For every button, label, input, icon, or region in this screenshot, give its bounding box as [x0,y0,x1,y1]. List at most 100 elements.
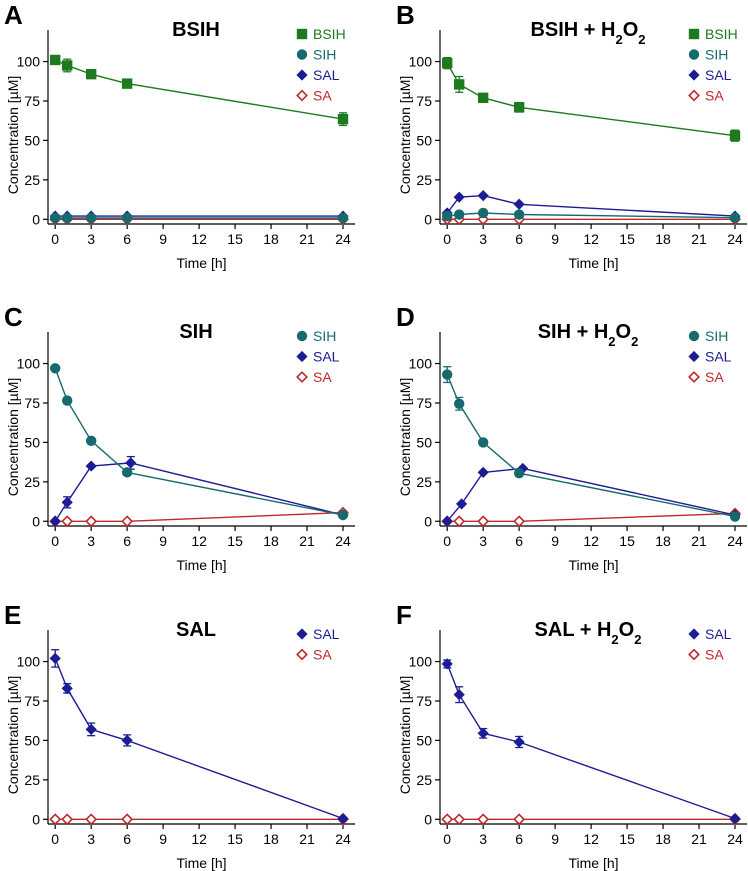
y-tick-label: 100 [17,54,41,70]
legend-label: SAL [705,349,732,365]
y-tick-label: 50 [416,434,432,450]
data-point [61,496,73,508]
series-sih [441,366,741,522]
data-point [477,92,489,104]
data-point [125,457,137,469]
panel-letter: B [396,0,415,30]
data-point [85,723,97,735]
y-tick-label: 100 [409,356,433,372]
data-point [513,209,525,220]
x-tick-label: 18 [263,831,279,847]
x-tick-label: 3 [87,533,95,549]
legend-label: SAL [705,67,732,83]
y-axis-label: Concentration [µM] [397,76,413,195]
y-tick-label: 50 [416,132,432,148]
x-tick-label: 24 [727,533,743,549]
data-point [85,460,97,472]
x-tick-label: 12 [191,831,207,847]
legend: SAL SA [296,626,340,663]
legend-marker [296,49,308,60]
data-point [477,466,489,478]
data-point [49,652,61,664]
x-tick-label: 0 [443,533,451,549]
data-point [121,467,133,478]
data-point [453,813,466,826]
x-tick-label: 0 [51,231,59,247]
x-tick-label: 24 [335,831,351,847]
x-tick-label: 21 [299,831,315,847]
x-axis-label: Time [h] [176,255,226,271]
x-tick-label: 21 [691,231,707,247]
series-line [55,511,344,523]
data-point [61,813,74,826]
y-tick-label: 25 [416,772,432,788]
data-point [441,210,453,222]
x-tick-label: 18 [655,231,671,247]
chart-title: SIH [179,321,212,343]
data-point [121,212,133,224]
x-tick-label: 0 [443,231,451,247]
x-tick-label: 9 [551,231,559,247]
legend-label: SIH [705,328,728,344]
legend-marker [688,371,700,383]
x-tick-label: 18 [655,831,671,847]
title-subscript: 2 [616,32,623,47]
legend-marker [296,350,308,363]
data-point [513,515,526,528]
x-tick-label: 12 [583,831,599,847]
legend-marker [688,330,700,342]
y-tick-label: 50 [24,434,40,450]
x-tick-label: 15 [619,533,635,549]
chart-panel-a: A BSIH 0 25 50 75 100 0 3 6 9 12 15 18 21 24 Time [h] Con… [4,0,355,271]
x-tick-label: 15 [227,533,243,549]
data-point [49,54,61,66]
legend-label: SAL [313,626,340,642]
x-axis-label: Time [h] [568,855,618,871]
data-point [477,813,490,826]
y-axis-label: Concentration [µM] [5,676,21,795]
y-tick-label: 75 [416,693,432,709]
series-bsih [49,54,349,127]
legend-label: SAL [313,67,340,83]
chart-title: SIH + H2O2 [538,321,639,349]
data-point [85,515,98,528]
data-point [49,813,62,826]
chart-title: SAL + H2O2 [535,619,642,647]
x-tick-label: 18 [263,533,279,549]
legend-marker [688,628,700,640]
legend-marker [688,350,700,363]
legend-marker [688,28,700,40]
x-tick-label: 0 [51,533,59,549]
data-point [453,689,465,701]
x-tick-label: 15 [619,831,635,847]
data-point [49,363,61,374]
y-tick-label: 0 [424,211,432,227]
data-point [441,658,453,670]
data-point [513,736,525,748]
legend-marker [688,69,700,81]
title-subscript: 2 [611,632,618,647]
x-axis-label: Time [h] [568,255,618,271]
series-line [447,512,736,523]
series-sa [441,813,741,826]
x-tick-label: 12 [583,231,599,247]
data-point [121,78,133,89]
x-tick-label: 9 [159,231,167,247]
data-point [337,509,349,521]
legend-label: BSIH [705,26,738,42]
panel-letter: E [4,600,21,630]
data-point [61,682,73,694]
data-point [513,198,525,210]
data-point [337,212,349,224]
series-line [446,374,736,518]
legend-label: SA [705,647,724,663]
data-point [49,212,61,224]
y-tick-label: 25 [24,474,40,490]
series-sih [49,363,349,521]
legend-label: SIH [705,47,728,63]
legend-label: SA [313,88,332,104]
data-point [453,398,465,409]
x-tick-label: 24 [727,231,743,247]
data-point [729,812,741,825]
